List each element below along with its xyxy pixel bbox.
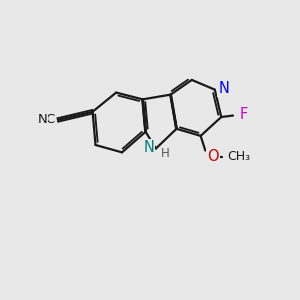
Text: F: F [240, 107, 248, 122]
Text: O: O [207, 149, 219, 164]
Text: N: N [38, 113, 47, 126]
Text: C: C [46, 113, 55, 127]
Text: H: H [161, 147, 170, 160]
Text: CH₃: CH₃ [227, 150, 250, 163]
Text: N: N [218, 81, 229, 96]
Text: N: N [143, 140, 155, 154]
